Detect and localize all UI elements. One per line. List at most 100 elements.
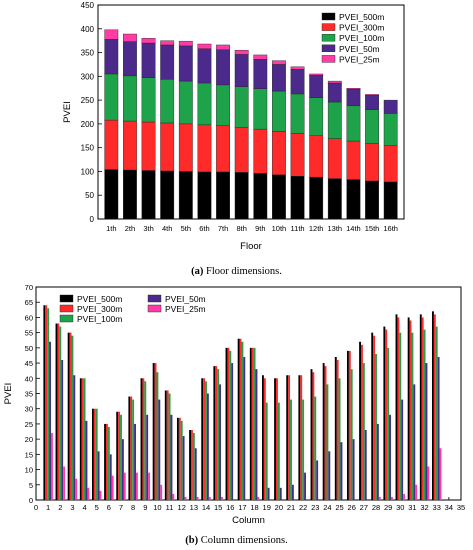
bar-segment-pvei_25m [123, 33, 137, 42]
bar-pvei_50m [85, 420, 88, 500]
bar-pvei_100m [423, 329, 426, 500]
y-tick-label-a: 250 [81, 96, 95, 105]
x-tick-label-b: 12 [178, 503, 186, 512]
bar-segment-pvei_300m [141, 121, 156, 171]
bar-pvei_500m [407, 317, 410, 500]
bar-pvei_50m [413, 384, 416, 500]
legend-swatch-a [321, 55, 336, 63]
y-axis-label-a: PVEI [62, 101, 73, 123]
bar-pvei_100m [277, 402, 280, 500]
y-tick-label-a: 300 [81, 72, 95, 81]
bar-pvei_500m [419, 314, 422, 500]
bar-segment-pvei_50m [365, 95, 379, 110]
bar-pvei_25m [63, 466, 66, 500]
bar-segment-pvei_100m [327, 101, 342, 139]
bar-segment-pvei_500m [272, 174, 286, 220]
bar-pvei_100m [120, 414, 122, 500]
bar-segment-pvei_100m [216, 84, 230, 126]
bar-pvei_300m [300, 375, 303, 500]
caption-a-text: Floor dimensions. [206, 266, 282, 277]
y-tick-label-a: 0 [90, 215, 95, 224]
bar-segment-pvei_500m [104, 169, 119, 220]
y-tick-label-b: 40 [25, 374, 33, 383]
legend-swatch-a [321, 34, 336, 42]
bar-pvei_500m [334, 356, 337, 500]
y-tick-label-a: 400 [81, 25, 95, 34]
bar-segment-pvei_50m [160, 44, 175, 80]
bar-pvei_100m [387, 347, 390, 500]
bar-pvei_500m [104, 423, 107, 500]
bar-pvei_100m [144, 381, 147, 500]
bar-pvei_100m [350, 369, 353, 500]
bar-segment-pvei_100m [272, 90, 286, 132]
bar-pvei_500m [79, 378, 82, 500]
bar-pvei_50m [243, 356, 246, 500]
bar-pvei_50m [73, 375, 76, 500]
bar-pvei_300m [409, 320, 412, 500]
bar-pvei_50m [340, 442, 343, 500]
bar-pvei_300m [312, 372, 315, 500]
x-tick-label-b: 29 [384, 503, 392, 512]
legend-swatch-b [59, 314, 74, 323]
bar-pvei_300m [348, 350, 351, 500]
bar-pvei_500m [310, 369, 313, 500]
x-tick-label-a: 4th [162, 224, 172, 233]
bar-pvei_100m [132, 399, 135, 500]
bar-segment-pvei_300m [234, 127, 249, 173]
bar-pvei_25m [184, 496, 187, 500]
bar-pvei_100m [180, 420, 183, 500]
bar-segment-pvei_300m [327, 138, 342, 179]
bar-pvei_300m [361, 344, 363, 500]
bar-pvei_100m [205, 381, 207, 500]
bar-segment-pvei_300m [309, 135, 324, 178]
x-tick-label-b: 33 [433, 503, 441, 512]
bar-segment-pvei_100m [383, 113, 398, 146]
bar-pvei_50m [146, 414, 149, 500]
bar-segment-pvei_300m [272, 131, 286, 175]
bar-pvei_50m [206, 393, 209, 500]
bar-segment-pvei_25m [253, 54, 268, 60]
bar-pvei_500m [128, 396, 131, 500]
x-tick-label-a: 9th [255, 224, 265, 233]
bar-pvei_25m [427, 466, 430, 500]
x-tick-label-b: 6 [107, 503, 111, 512]
bar-segment-pvei_50m [383, 99, 398, 114]
bar-pvei_25m [87, 487, 90, 500]
bar-pvei_100m [156, 372, 159, 500]
y-tick-label-a: 350 [81, 49, 95, 58]
bar-segment-pvei_100m [123, 75, 137, 122]
bar-pvei_300m [263, 378, 266, 500]
bar-segment-pvei_500m [160, 170, 175, 220]
x-tick-label-b: 10 [153, 503, 161, 512]
bar-pvei_300m [81, 378, 84, 500]
bar-segment-pvei_500m [309, 176, 324, 220]
y-tick-label-a: 450 [81, 1, 95, 10]
bar-segment-pvei_500m [123, 169, 137, 220]
x-tick-label-b: 24 [323, 503, 331, 512]
bar-pvei_100m [314, 396, 317, 500]
bar-pvei_50m [158, 399, 161, 500]
legend-label-a: PVEI_25m [339, 54, 380, 64]
y-tick-label-b: 60 [25, 313, 33, 322]
legend-swatch-a [321, 23, 336, 31]
bar-segment-pvei_300m [104, 119, 119, 170]
bar-pvei_100m [107, 426, 110, 500]
caption-a-label: (a) [191, 266, 204, 277]
bar-pvei_300m [57, 323, 60, 500]
bar-pvei_25m [135, 472, 138, 500]
bar-pvei_500m [395, 314, 398, 500]
legend-label-a: PVEI_300m [339, 23, 384, 33]
bar-pvei_100m [435, 326, 438, 500]
x-tick-label-a: 14th [346, 224, 361, 233]
bar-segment-pvei_25m [104, 29, 119, 40]
legend-label-b: PVEI_50m [165, 294, 206, 304]
bar-pvei_100m [338, 378, 341, 500]
bar-segment-pvei_25m [216, 44, 230, 50]
bar-segment-pvei_25m [197, 43, 212, 49]
bar-segment-pvei_300m [123, 120, 137, 171]
x-tick-label-a: 11th [291, 224, 305, 233]
bar-pvei_50m [401, 399, 404, 500]
x-tick-label-b: 26 [348, 503, 356, 512]
bar-segment-pvei_300m [346, 140, 361, 180]
bar-pvei_50m [61, 360, 64, 500]
